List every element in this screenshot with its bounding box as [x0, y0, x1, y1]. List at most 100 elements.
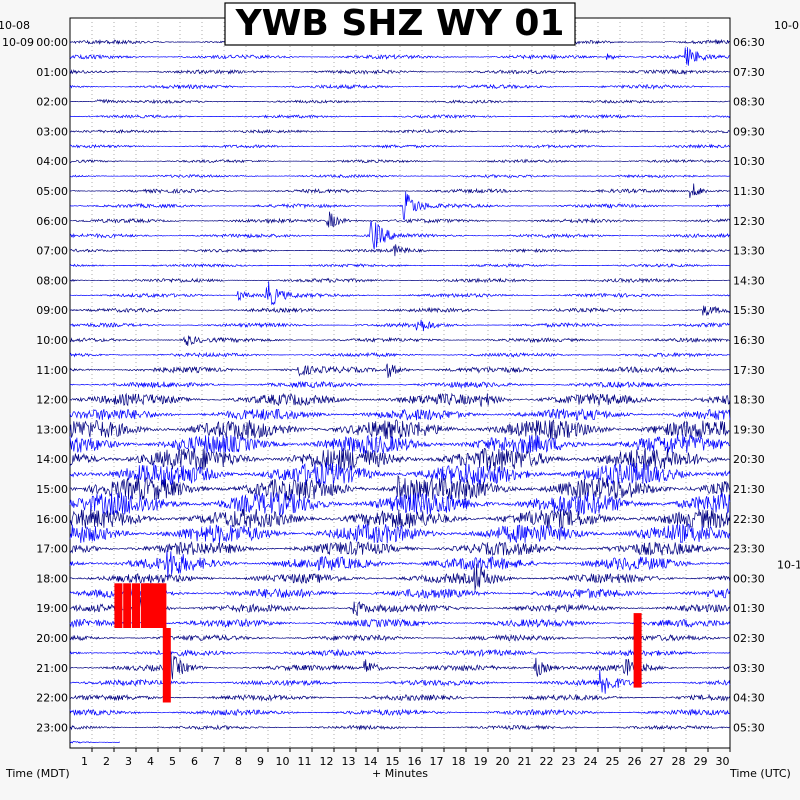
x-tick-label: 9 [257, 755, 264, 768]
right-time-label: 01:30 [733, 602, 765, 615]
x-tick-label: 28 [672, 755, 686, 768]
x-tick-label: 16 [408, 755, 422, 768]
x-tick-label: 6 [191, 755, 198, 768]
right-date-label: 10-1 [777, 558, 800, 571]
x-tick-label: 1 [81, 755, 88, 768]
trace-row [69, 693, 731, 702]
right-time-label: 15:30 [733, 304, 765, 317]
trace-row [69, 47, 731, 66]
left-time-label: 10:00 [36, 334, 68, 347]
left-axis-title: Time (MDT) [5, 767, 70, 780]
left-time-label: 03:00 [36, 125, 68, 138]
right-time-label: 00:30 [733, 572, 765, 585]
trace-row [69, 83, 731, 90]
trace-row [69, 113, 731, 120]
grid-lines [91, 18, 709, 748]
left-time-label: 19:00 [36, 602, 68, 615]
clipped-signal [114, 583, 123, 628]
right-time-label: 04:30 [733, 692, 765, 705]
x-tick-label: 13 [342, 755, 356, 768]
trace-row [69, 277, 730, 284]
left-time-label: 17:00 [36, 543, 68, 556]
right-time-label: 09:30 [733, 125, 765, 138]
right-time-label: 08:30 [733, 96, 765, 109]
x-tick-label: 21 [518, 755, 532, 768]
left-time-label: 08:00 [36, 274, 68, 287]
right-time-label: 21:30 [733, 483, 765, 496]
x-tick-label: 23 [562, 755, 576, 768]
left-time-label: 22:00 [36, 692, 68, 705]
right-time-label: 02:30 [733, 632, 765, 645]
clipped-signal [145, 583, 154, 628]
trace-row [69, 550, 731, 578]
right-time-label: 20:30 [733, 453, 765, 466]
trace-row [69, 419, 730, 440]
x-tick-label: 12 [320, 755, 334, 768]
x-tick-label: 8 [235, 755, 242, 768]
left-time-label: 07:00 [36, 245, 68, 258]
clipped-signal [162, 628, 171, 703]
trace-row [69, 191, 731, 221]
left-time-label: 05:00 [36, 185, 68, 198]
trace-row [69, 351, 730, 358]
trace-row [69, 650, 731, 686]
trace-row [69, 461, 731, 486]
right-time-labels: 06:30 07:30 08:30 09:30 10:30 11:30 12:30 13:30… [733, 19, 800, 734]
x-axis-label: + Minutes [372, 767, 428, 780]
right-time-label: 23:30 [733, 543, 765, 556]
clipped-signal [140, 583, 149, 628]
left-time-label: 23:00 [36, 721, 68, 734]
right-time-label: 05:30 [733, 721, 765, 734]
right-date-label: 10-0 [774, 19, 799, 32]
left-time-label: 02:00 [36, 96, 68, 109]
trace-row [69, 244, 731, 257]
trace-row [69, 596, 731, 622]
left-time-label: 18:00 [36, 572, 68, 585]
left-time-label: 04:00 [36, 155, 68, 168]
right-time-label: 07:30 [733, 66, 765, 79]
left-date-label: 10-09 [2, 36, 34, 49]
left-time-label: 20:00 [36, 632, 68, 645]
x-axis-ticks: 1 2 3 4 5 6 7 8 9 10 11 12 13 14 15 16 17 18 19 20 21 22 23 24 2… [81, 748, 731, 768]
right-time-label: 18:30 [733, 394, 765, 407]
trace-row [69, 183, 731, 199]
trace-row [69, 305, 731, 316]
left-time-label: 15:00 [36, 483, 68, 496]
trace-row [69, 523, 731, 544]
x-tick-label: 4 [147, 755, 154, 768]
trace-row [69, 211, 731, 228]
clipped-signal [633, 613, 642, 688]
title-box [224, 2, 576, 46]
x-tick-label: 3 [125, 755, 132, 768]
trace-row [69, 492, 731, 516]
trace-row [69, 380, 731, 389]
x-tick-label: 5 [169, 755, 176, 768]
trace-row [69, 634, 731, 642]
trace-row [69, 173, 730, 179]
left-time-label: 13:00 [36, 423, 68, 436]
x-tick-label: 2 [103, 755, 110, 768]
trace-row [69, 669, 731, 694]
trace-row [69, 392, 731, 407]
x-tick-label: 27 [650, 755, 664, 768]
trace-row [69, 587, 731, 600]
trace-row [69, 618, 731, 629]
left-date-label: 10-08 [0, 19, 30, 32]
x-tick-label: 14 [364, 755, 378, 768]
chart-title: YWB SHZ WY 01 [235, 3, 565, 44]
trace-row [69, 408, 731, 421]
left-time-label: 12:00 [36, 394, 68, 407]
trace-row [69, 98, 730, 104]
right-time-label: 19:30 [733, 423, 765, 436]
trace-row [69, 474, 731, 501]
right-time-label: 03:30 [733, 662, 765, 675]
trace-row [69, 263, 730, 269]
left-time-label: 14:00 [36, 453, 68, 466]
clipped-signal [123, 583, 132, 628]
trace-row [69, 335, 730, 346]
x-tick-label: 24 [584, 755, 598, 768]
trace-row [69, 363, 731, 378]
right-time-label: 12:30 [733, 215, 765, 228]
trace-row [69, 319, 730, 332]
